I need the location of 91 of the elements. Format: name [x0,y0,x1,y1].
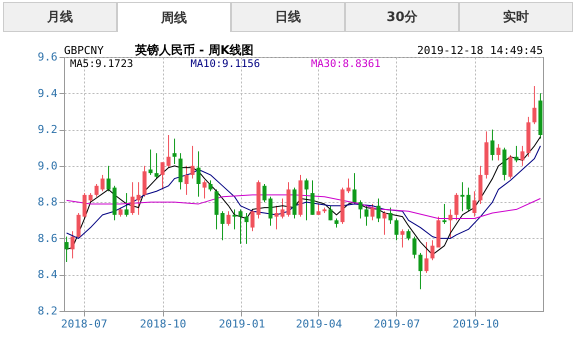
candlestick [172,138,177,165]
x-tick-label: 2019-07 [374,318,420,330]
candlestick [184,165,189,196]
candlestick [142,165,147,198]
candlestick [520,145,524,166]
x-tick-label: 2019-04 [296,318,343,330]
y-tick-label: 9.2 [38,123,58,136]
candlestick [352,172,356,204]
candlestick [262,184,267,203]
candlestick [160,162,165,190]
candlestick [376,198,380,223]
candlestick [358,200,362,219]
candlestick [118,207,123,218]
candlestick [448,208,452,239]
candlestick [208,180,213,192]
candlestick [226,210,231,226]
candlestick [106,165,111,192]
candlestick [130,182,135,216]
candlestick [328,205,332,221]
line-series [66,145,541,239]
candlestick [394,218,398,241]
candlestick [310,180,314,216]
candlestick [154,152,159,180]
candlestick [166,134,171,168]
candlestick [382,210,386,236]
y-tick-label: 8.6 [38,232,58,245]
tab[interactable]: 日线 [231,2,345,32]
candlestick [82,192,87,219]
x-tick-label: 2019-01 [218,318,266,330]
x-tick-label: 2019-10 [452,318,499,330]
candlestick [220,210,225,241]
y-tick-label: 8.2 [38,304,58,318]
text: MA10:9.1156 [190,58,260,70]
candlestick [454,192,458,221]
candlestick [196,150,201,198]
candlestick [316,203,320,216]
y-tick-label: 8.8 [38,196,58,209]
text: MA30:8.8361 [311,58,381,70]
y-tick-label: 8.4 [38,268,58,282]
tab[interactable]: 月线 [3,2,117,32]
x-tick-label: 2018-10 [140,318,186,330]
candlestick [514,145,518,163]
candlestick [238,208,243,244]
candlestick [496,144,500,161]
candlestick [364,205,368,226]
candlestick [268,196,273,226]
text: GBPCNY [64,44,104,57]
candlestick [490,129,494,161]
candlestick [148,149,153,176]
candlestick [100,174,105,192]
tab[interactable]: 30分 [345,2,459,32]
candlestick [412,236,416,259]
tab[interactable]: 周线 [117,2,231,32]
candlestick [304,178,308,221]
candlestick [388,207,392,224]
candlestick [334,218,338,228]
candlestick [370,203,374,221]
candlestick [244,212,249,244]
chart-title: 英镑人民币 - 周K线图 [135,42,254,59]
candlestick [250,208,255,232]
candlestick [406,228,410,241]
candlestick [124,192,129,218]
candlestick [280,198,285,219]
candlestick [418,252,422,290]
candlestick [88,192,93,203]
candlestick [136,182,141,216]
line-series [66,194,541,219]
candlestick [94,184,99,198]
candlestick [346,178,350,194]
candlestick [64,236,69,263]
tab[interactable]: 实时 [459,2,573,32]
candlestick [424,242,428,274]
candlestick [202,180,207,200]
candlestick [274,205,279,230]
candlestick [214,188,219,230]
candlestick [508,154,512,180]
text: MA5:9.1723 [70,58,134,70]
candlestick [400,228,404,248]
text: 2019-12-18 14:49:45 [417,44,543,57]
candlestick [190,145,195,180]
candlestick [466,187,470,212]
y-tick-label: 9.4 [38,86,58,100]
candlestick [178,152,183,190]
y-tick-label: 9.6 [38,50,58,64]
candlestick [532,86,536,125]
candlestick [472,190,476,218]
candlestick [70,230,75,259]
candlestick [76,212,81,239]
y-tick-label: 9.0 [38,159,58,172]
x-tick-label: 2018-07 [61,318,108,330]
candlestick [430,240,434,261]
